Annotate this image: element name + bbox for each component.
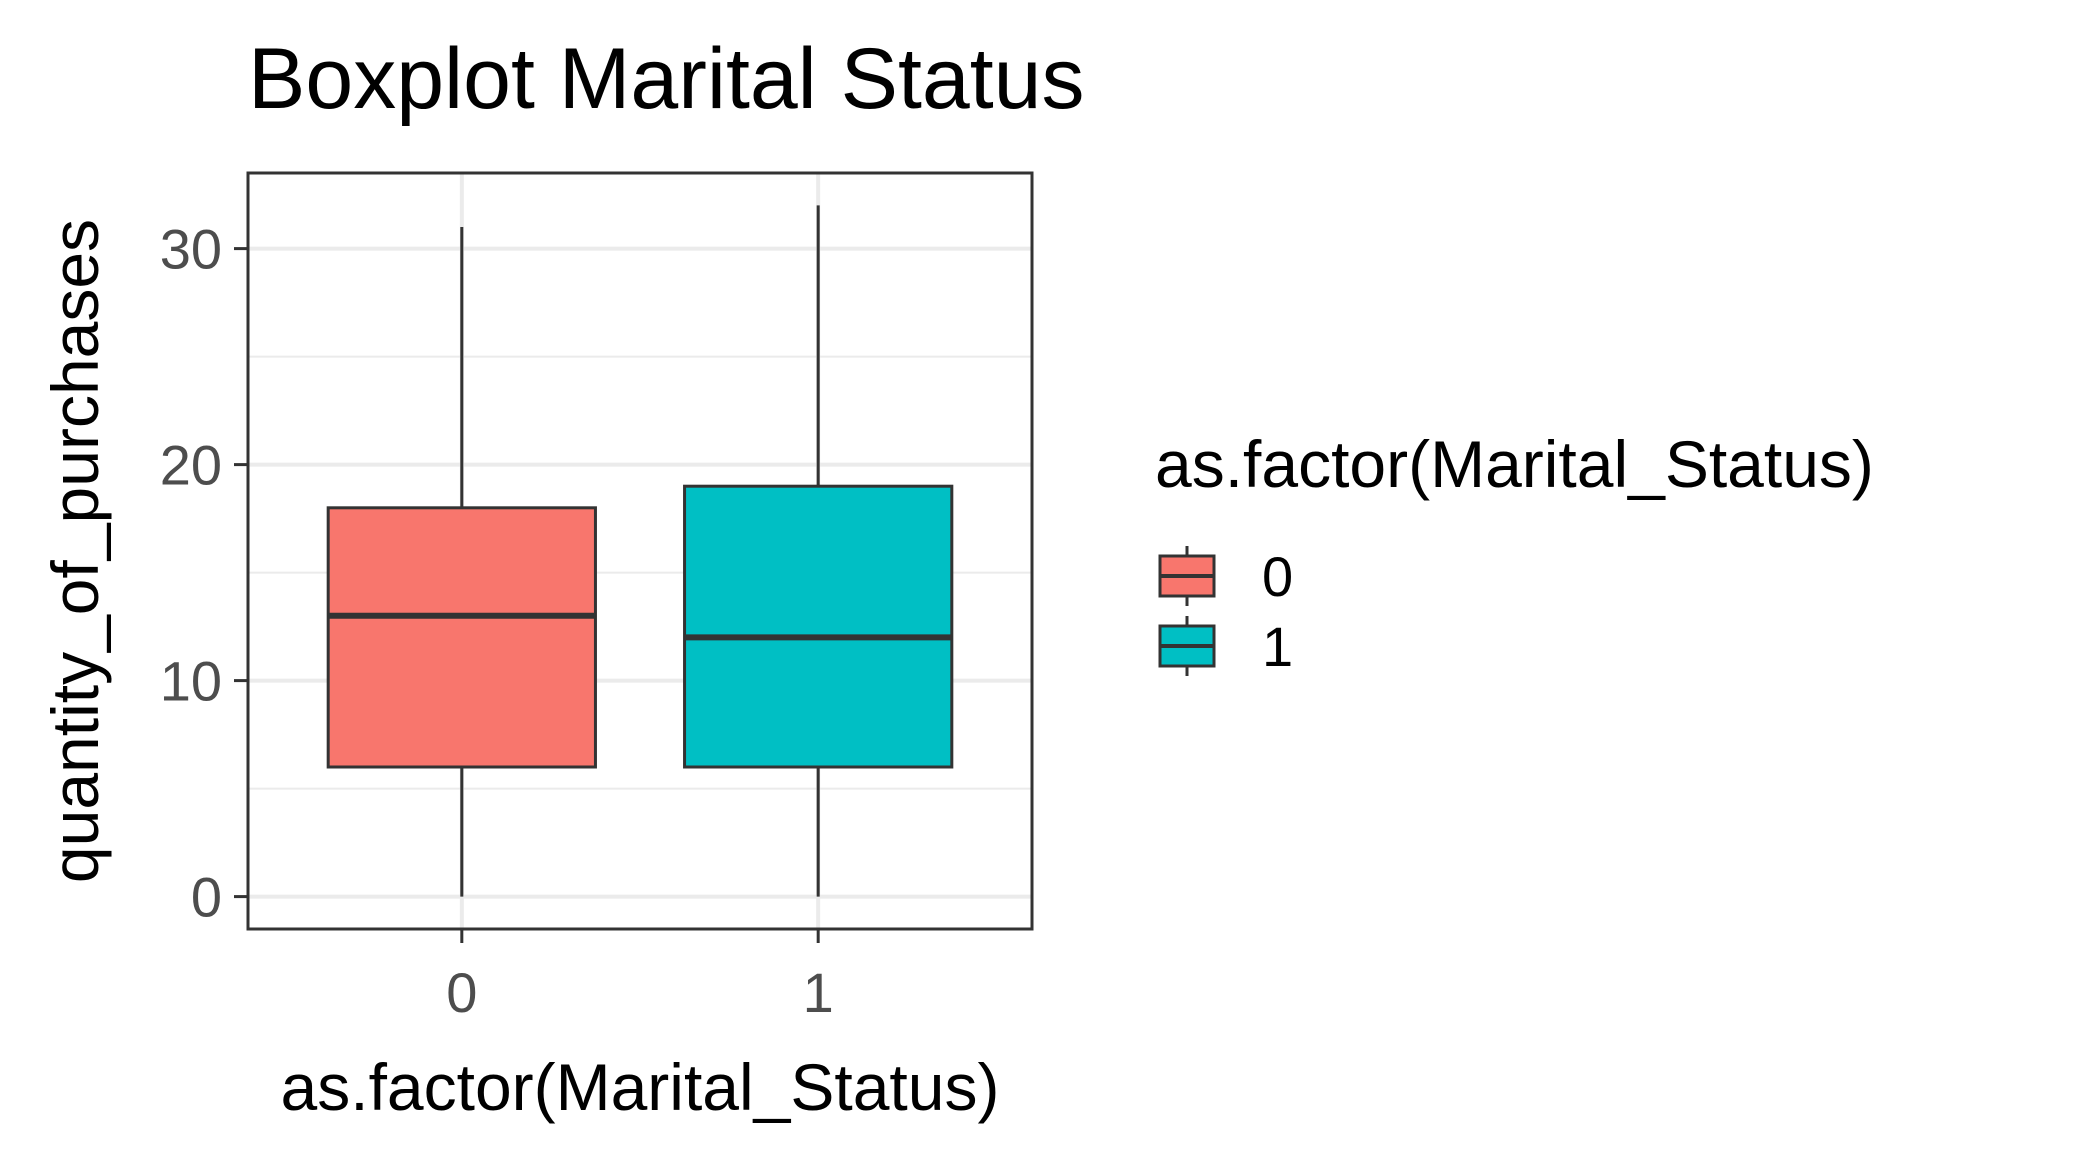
x-tick-label: 1 — [803, 961, 834, 1024]
box-group-0 — [326, 227, 597, 897]
boxes — [326, 205, 954, 897]
legend-item-0: 0 — [1158, 545, 1293, 608]
legend-item-label: 0 — [1262, 545, 1293, 608]
x-tick-label: 0 — [446, 961, 477, 1024]
plot-panel-border — [246, 171, 1034, 931]
legend-item-1: 1 — [1158, 615, 1293, 678]
y-tick-label: 0 — [191, 866, 222, 929]
box-rect — [683, 484, 954, 769]
legend-title: as.factor(Marital_Status) — [1155, 427, 1874, 501]
y-tick-label: 10 — [160, 650, 222, 713]
box-rect — [326, 506, 597, 769]
legend-item-label: 1 — [1262, 615, 1293, 678]
chart-title: Boxplot Marital Status — [248, 31, 1084, 127]
y-tick-label: 20 — [160, 434, 222, 497]
y-tick-label: 30 — [160, 218, 222, 281]
box-group-1 — [683, 205, 954, 897]
y-axis: 0 10 20 30 — [160, 218, 248, 929]
legend: as.factor(Marital_Status) 0 1 — [1155, 427, 1874, 678]
x-axis-title: as.factor(Marital_Status) — [281, 1050, 1000, 1124]
y-axis-title: quantity_of_purchases — [38, 219, 112, 883]
